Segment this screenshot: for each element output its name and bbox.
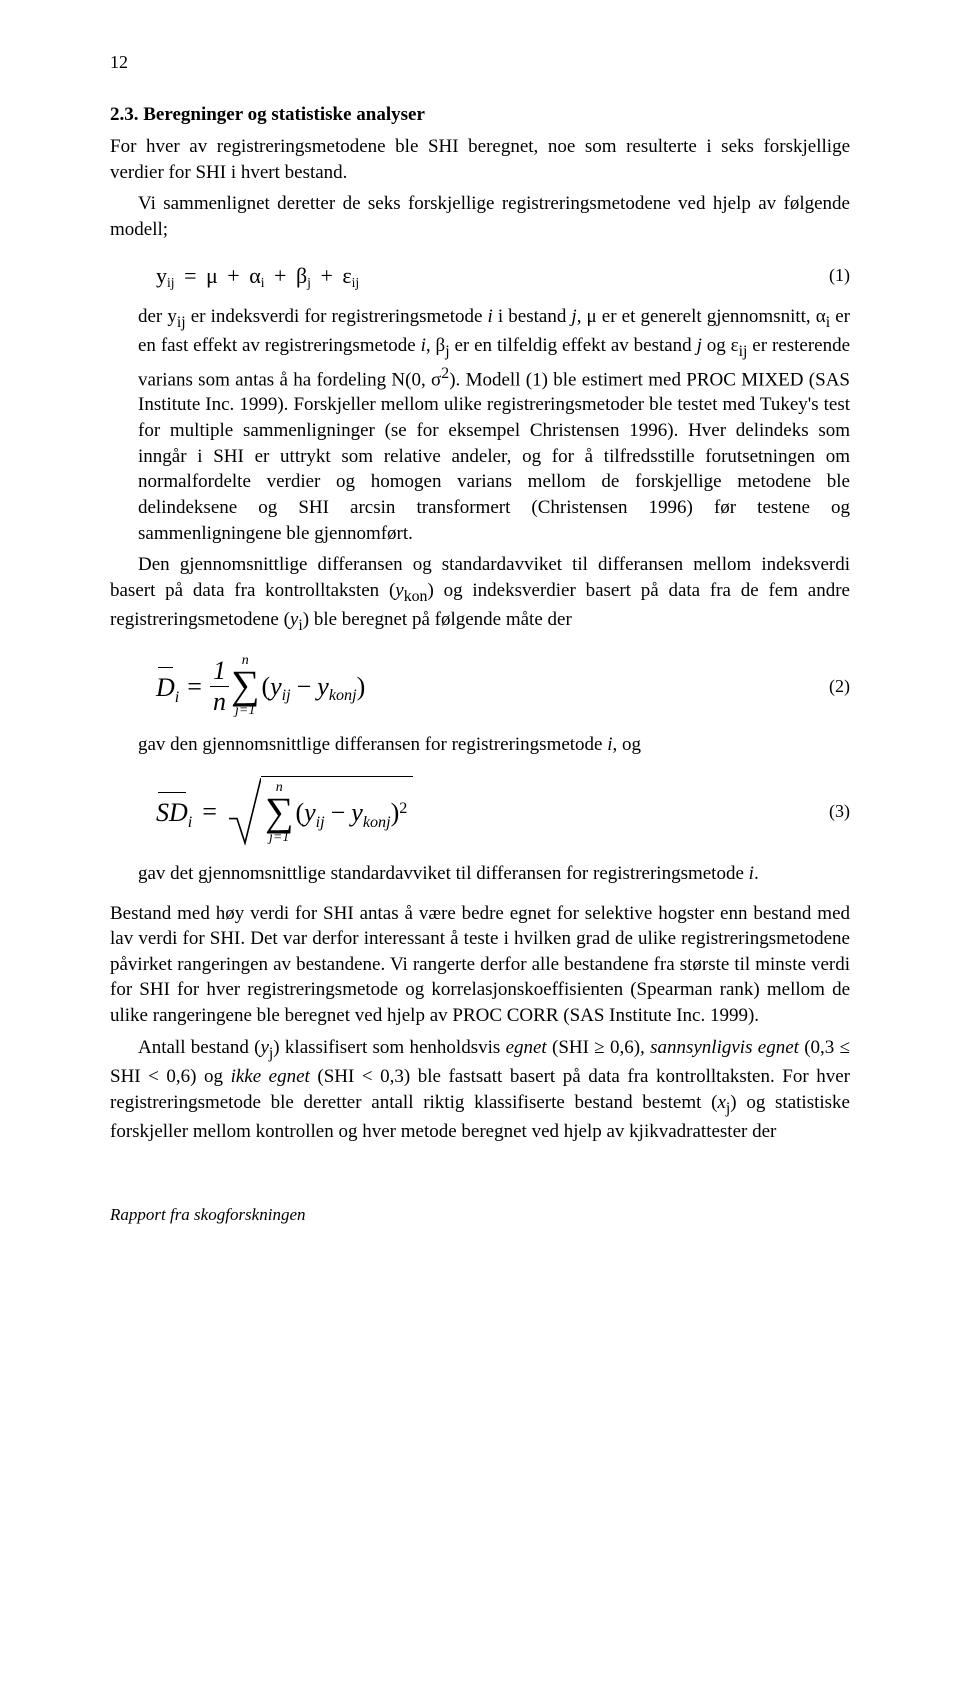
- section-heading: 2.3. Beregninger og statistiske analyser: [110, 102, 850, 128]
- equation-2-number: (2): [814, 674, 850, 698]
- equation-3-number: (3): [814, 799, 850, 823]
- sqrt-icon: [227, 776, 261, 847]
- equation-2: Di = 1n n ∑ j=1 ( yij − ykonj ) (2): [110, 654, 850, 718]
- equation-2-body: Di = 1n n ∑ j=1 ( yij − ykonj ): [156, 654, 365, 718]
- paragraph-classification: Antall bestand (yj) klassifisert som hen…: [110, 1035, 850, 1145]
- page-number: 12: [110, 50, 850, 74]
- paragraph-model-intro: Vi sammenlignet deretter de seks forskje…: [110, 191, 850, 242]
- paragraph-diff-intro: Den gjennomsnittlige differansen og stan…: [110, 552, 850, 636]
- equation-3-body: SDi = n ∑ j=1 ( yij − ykonj: [156, 776, 413, 847]
- equation-1-body: yij = μ + αi + βj + εij: [156, 261, 359, 291]
- paragraph-ranking: Bestand med høy verdi for SHI antas å væ…: [110, 901, 850, 1029]
- paragraph-intro: For hver av registreringsmetodene ble SH…: [110, 134, 850, 185]
- paragraph-eq1-explain: der yij er indeksverdi for registrerings…: [110, 304, 850, 546]
- paragraph-eq3-explain: gav det gjennomsnittlige standardavviket…: [110, 861, 850, 887]
- paragraph-eq2-explain: gav den gjennomsnittlige differansen for…: [110, 732, 850, 758]
- equation-1: yij = μ + αi + βj + εij (1): [110, 261, 850, 291]
- footer-journal: Rapport fra skogforskningen: [110, 1204, 850, 1227]
- equation-3: SDi = n ∑ j=1 ( yij − ykonj: [110, 776, 850, 847]
- equation-1-number: (1): [814, 263, 850, 287]
